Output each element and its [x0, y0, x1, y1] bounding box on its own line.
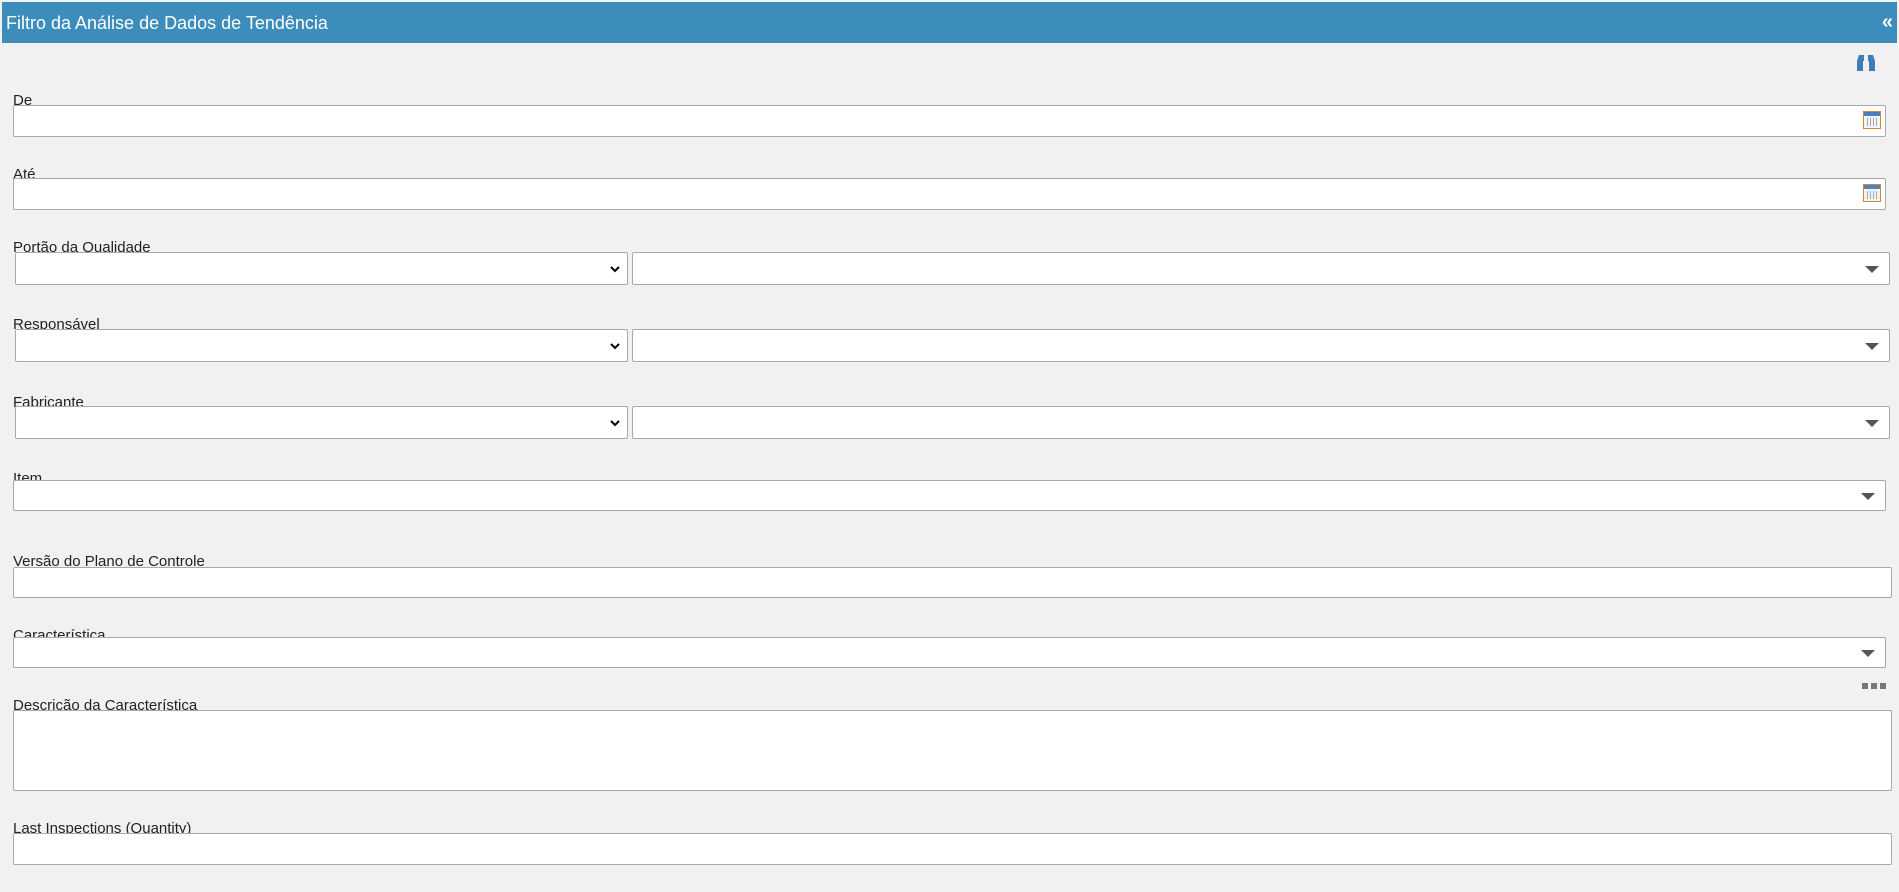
dropdown-arrow — [1865, 419, 1879, 427]
field-label: De — [13, 92, 33, 109]
select[interactable] — [15, 406, 628, 439]
field-label: Descrição da Característica — [13, 697, 198, 714]
panel-header: Filtro da Análise de Dados de Tendência … — [2, 2, 1897, 43]
input[interactable] — [13, 480, 1886, 511]
input[interactable] — [13, 567, 1892, 598]
field-label: Responsável — [13, 316, 100, 333]
dropdown[interactable] — [632, 252, 1890, 285]
select[interactable] — [15, 329, 628, 362]
dropdown-arrow — [1865, 342, 1879, 350]
dropdown[interactable] — [632, 329, 1890, 362]
input[interactable] — [13, 178, 1886, 210]
dropdown-arrow — [1865, 265, 1879, 273]
dropdown[interactable] — [632, 406, 1890, 439]
select[interactable] — [15, 252, 628, 285]
field-label: Portão da Qualidade — [13, 239, 151, 256]
input[interactable] — [13, 833, 1892, 865]
field-label: Versão do Plano de Controle — [13, 553, 205, 570]
search-button[interactable] — [1856, 53, 1876, 73]
collapse-button[interactable]: « — [1881, 11, 1893, 33]
panel-title: Filtro da Análise de Dados de Tendência — [6, 13, 328, 33]
more-button[interactable] — [1862, 676, 1886, 689]
dropdown-arrow — [1861, 492, 1875, 500]
calendar-button[interactable] — [1863, 111, 1881, 129]
calendar-button[interactable] — [1863, 184, 1881, 202]
chevron — [610, 342, 620, 349]
input[interactable] — [13, 105, 1886, 137]
input[interactable] — [13, 637, 1886, 668]
field-label: Last Inspections (Quantity) — [13, 820, 192, 837]
dropdown-arrow — [1861, 649, 1875, 657]
dots — [1862, 683, 1886, 689]
textarea[interactable] — [13, 710, 1892, 791]
chevron — [610, 419, 620, 426]
chevron — [610, 265, 620, 272]
